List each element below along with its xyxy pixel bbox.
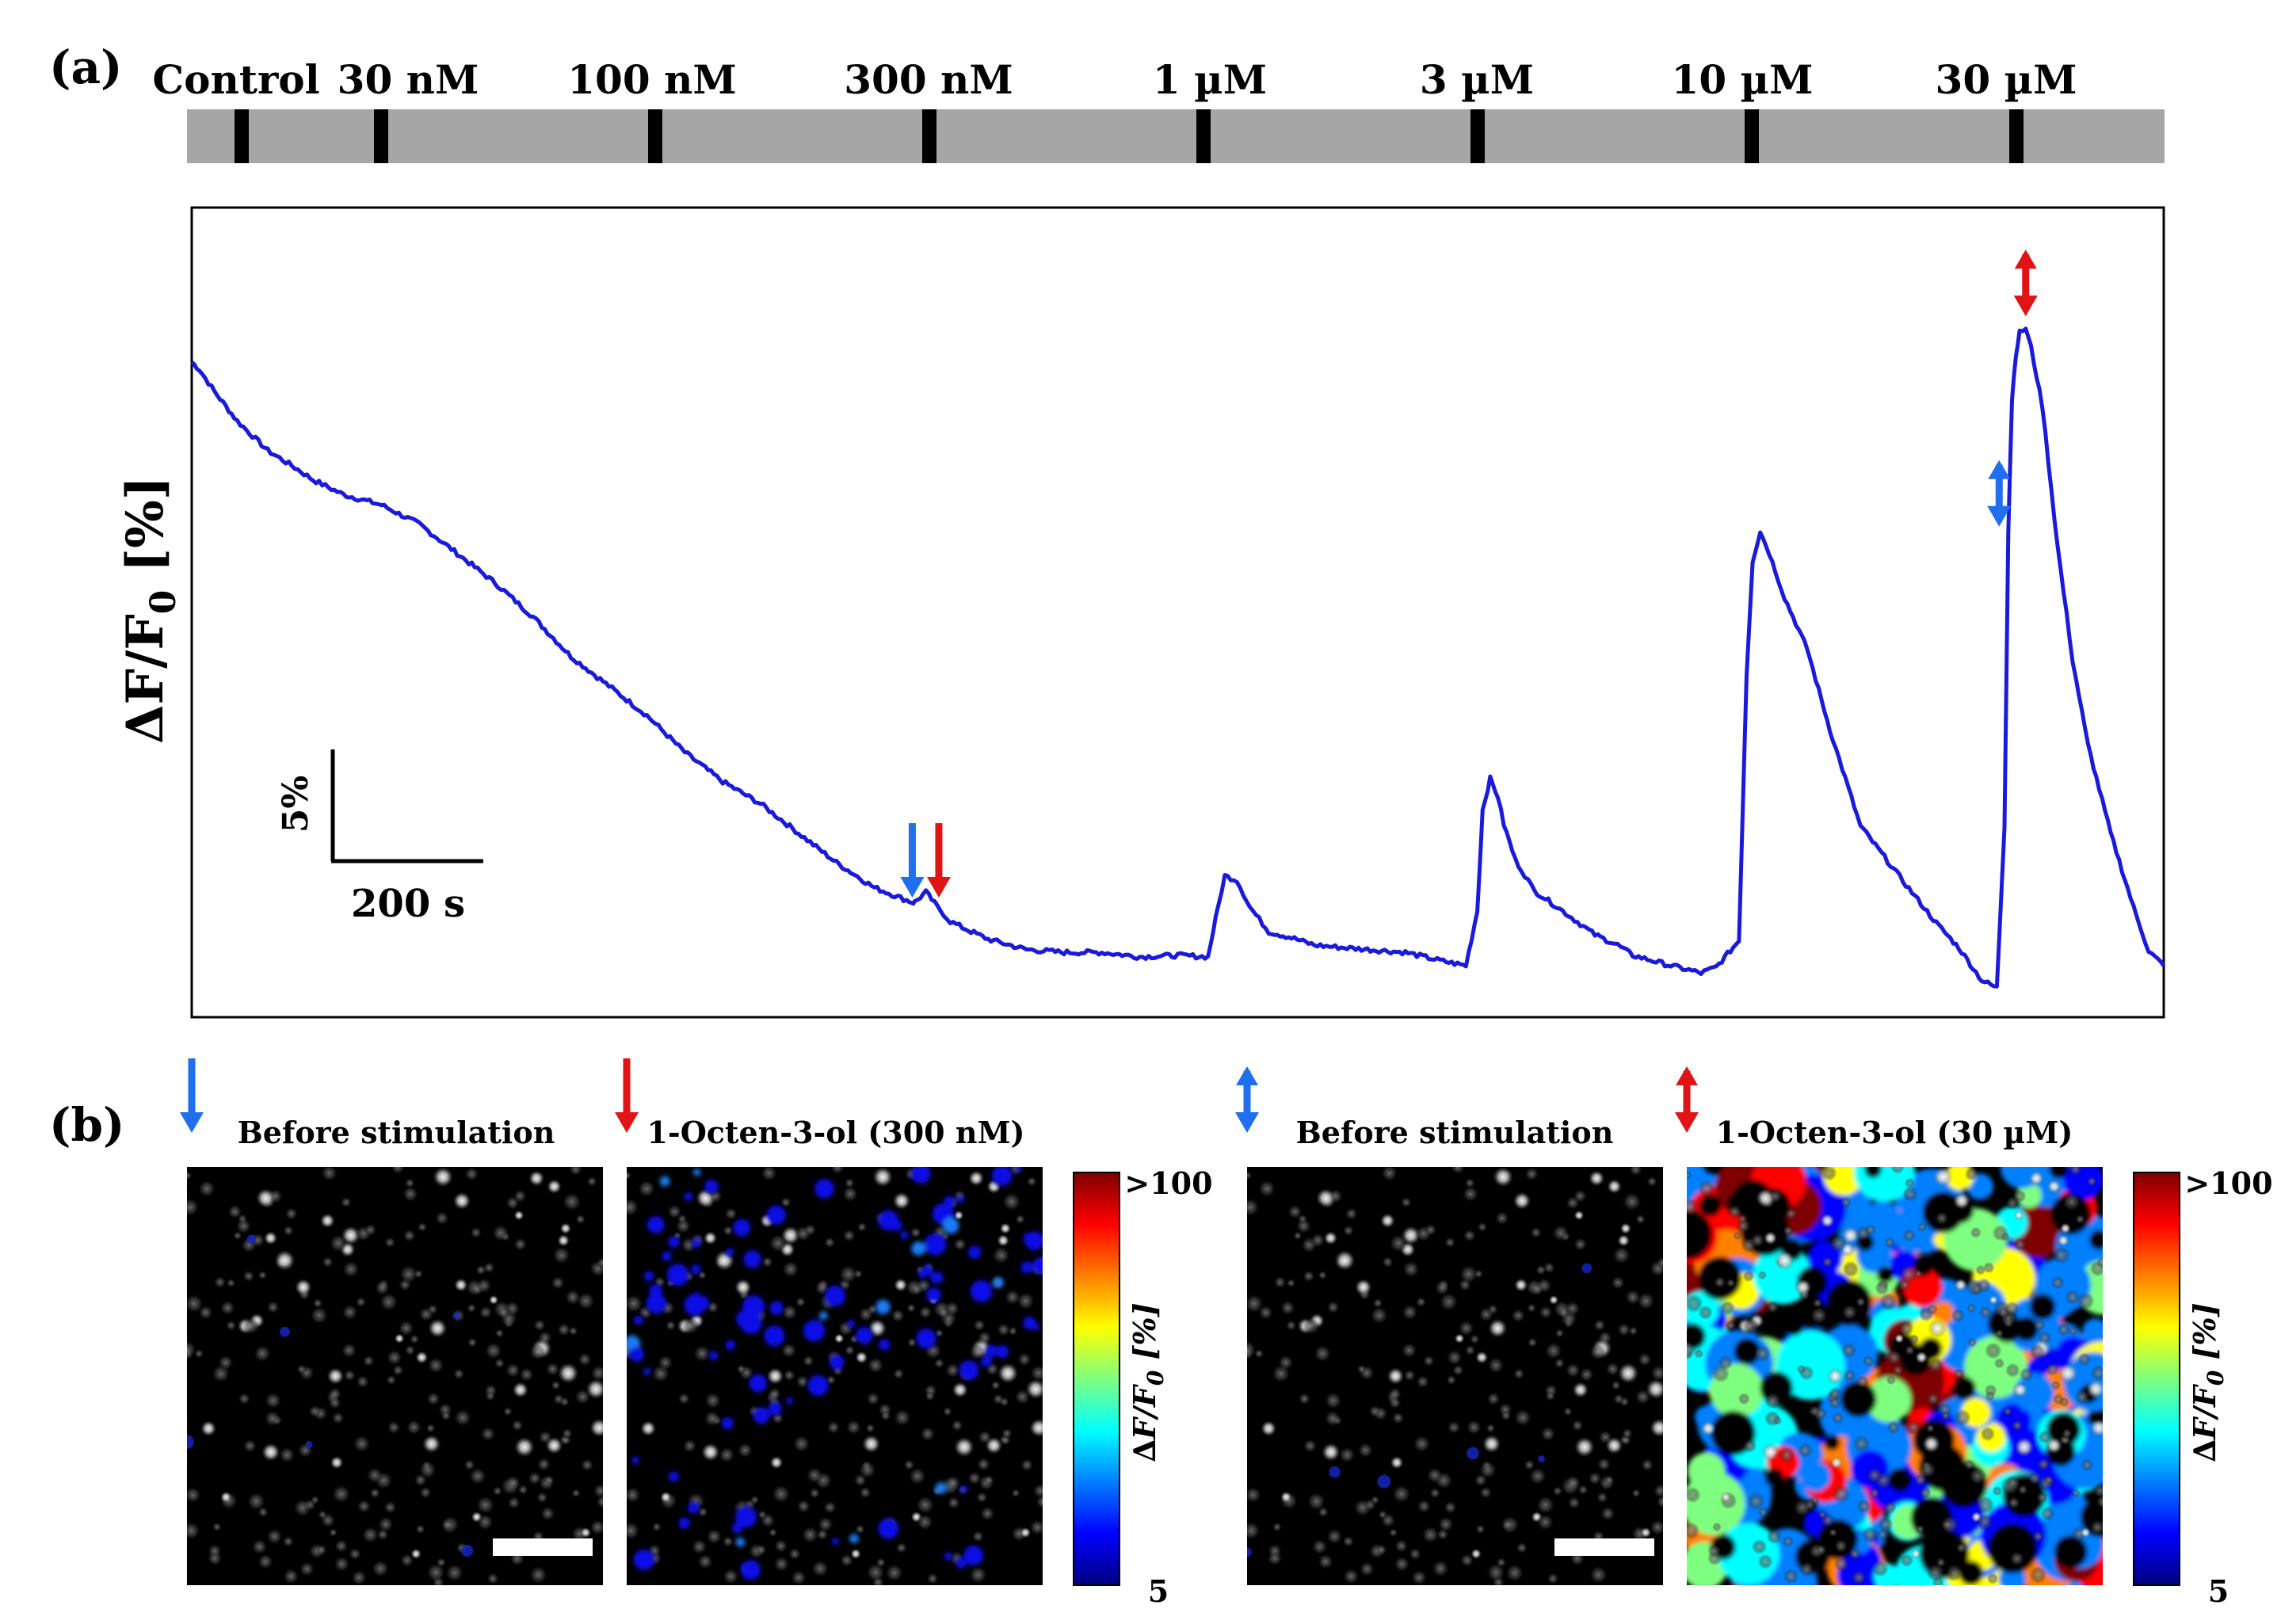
scale-bar-y-label: 5% bbox=[276, 776, 316, 833]
image-arrow-0 bbox=[180, 1058, 204, 1133]
colorbar-1-bottom-label: 5 bbox=[1148, 1573, 1169, 1609]
trace-arrow-0 bbox=[900, 823, 925, 898]
concentration-marker-6 bbox=[1745, 109, 1759, 163]
colorbar-2: >100 5 ∆F/F0 [%] bbox=[2133, 1165, 2273, 1609]
image-title-2: 1-Octen-3-ol (300 nM) bbox=[647, 1115, 1024, 1150]
concentration-marker-1 bbox=[374, 109, 388, 163]
concentration-labels: Control 30 nM 100 nM 300 nM 1 µM 3 µM 10 µM 30 … bbox=[152, 56, 2077, 103]
concentration-label-7: 30 µM bbox=[1936, 56, 2077, 103]
concentration-marker-0 bbox=[235, 109, 249, 163]
concentration-label-3: 300 nM bbox=[844, 56, 1013, 103]
concentration-marker-4 bbox=[1196, 109, 1211, 163]
concentration-label-5: 3 µM bbox=[1420, 56, 1534, 103]
image-before-stimulation-1 bbox=[187, 1167, 603, 1585]
image-title-1: Before stimulation bbox=[238, 1115, 555, 1150]
y-axis-label: ΔF/F0 [%] bbox=[116, 476, 184, 744]
concentration-markers bbox=[235, 109, 2024, 163]
concentration-label-2: 100 nM bbox=[567, 56, 736, 103]
colorbar-1: >100 5 ∆F/F0 [%] bbox=[1073, 1165, 1213, 1609]
colorbar-2-axis-label: ∆F/F0 [%] bbox=[2187, 1302, 2229, 1462]
image-arrow-3 bbox=[1675, 1066, 1699, 1133]
image-titles: Before stimulation 1-Octen-3-ol (300 nM)… bbox=[238, 1115, 2073, 1150]
image-octenol-300nM bbox=[627, 1167, 1043, 1585]
colorbar-1-top-label: >100 bbox=[1124, 1165, 1212, 1201]
concentration-marker-2 bbox=[648, 109, 662, 163]
colorbar-2-gradient bbox=[2133, 1172, 2180, 1586]
scale-bar-x-label: 200 s bbox=[351, 882, 465, 926]
colorbar-2-bottom-label: 5 bbox=[2208, 1573, 2229, 1609]
concentration-marker-7 bbox=[2009, 109, 2024, 163]
concentration-label-1: 30 nM bbox=[338, 56, 479, 103]
trace-arrow-markers bbox=[900, 250, 2038, 898]
image-arrows bbox=[180, 1058, 1699, 1133]
scale-bar-image-3 bbox=[1554, 1538, 1654, 1556]
image-before-stimulation-2 bbox=[1247, 1167, 1663, 1585]
concentration-bar bbox=[187, 109, 2165, 163]
concentration-label-0: Control bbox=[152, 56, 319, 103]
image-arrow-1 bbox=[615, 1058, 639, 1133]
scale-bar-image-1 bbox=[493, 1538, 593, 1556]
concentration-marker-5 bbox=[1470, 109, 1485, 163]
colorbar-1-gradient bbox=[1073, 1172, 1120, 1586]
image-octenol-30uM bbox=[1687, 1167, 2103, 1585]
image-title-4: 1-Octen-3-ol (30 µM) bbox=[1716, 1115, 2073, 1150]
panel-a-label: (a) bbox=[49, 40, 122, 94]
trace-arrow-2 bbox=[1987, 459, 2012, 527]
concentration-label-6: 10 µM bbox=[1672, 56, 1814, 103]
trace-arrow-1 bbox=[926, 823, 951, 898]
plot-frame bbox=[190, 206, 2165, 1019]
image-title-3: Before stimulation bbox=[1296, 1115, 1614, 1150]
image-arrow-2 bbox=[1235, 1066, 1259, 1133]
concentration-label-4: 1 µM bbox=[1153, 56, 1267, 103]
concentration-marker-3 bbox=[922, 109, 936, 163]
colorbar-1-axis-label: ∆F/F0 [%] bbox=[1127, 1302, 1169, 1462]
series-line-trace bbox=[190, 326, 2166, 989]
colorbar-2-top-label: >100 bbox=[2184, 1165, 2272, 1201]
trace-arrow-3 bbox=[2013, 250, 2038, 317]
scale-bar: 5% 200 s bbox=[276, 749, 483, 926]
panel-b-label: (b) bbox=[49, 1098, 124, 1152]
